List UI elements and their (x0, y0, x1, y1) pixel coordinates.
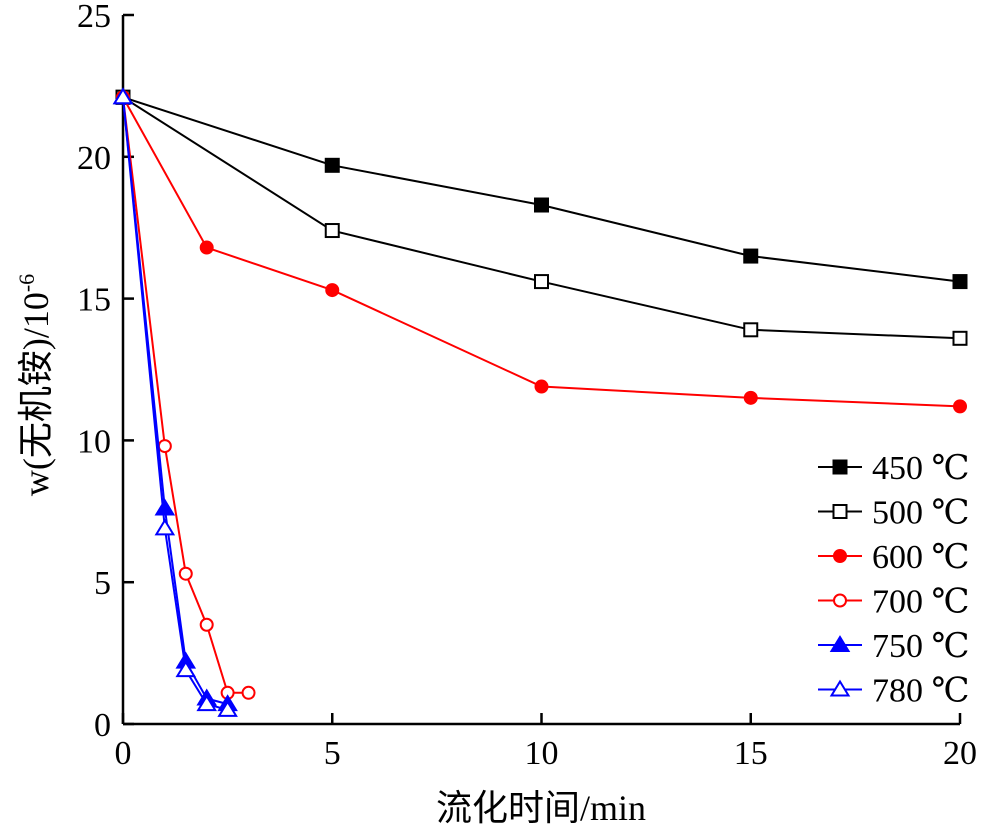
legend-item-3: 700 ℃ (818, 584, 970, 621)
data-point-5-3 (196, 694, 217, 712)
series-line-3 (122, 97, 249, 694)
data-point-2-1 (199, 240, 214, 255)
legend-item-0: 450 ℃ (818, 450, 970, 487)
series-layer (112, 87, 968, 717)
series-line-1 (122, 96, 961, 340)
data-point-0-4 (952, 274, 968, 290)
legend-marker-2 (833, 549, 847, 563)
legend-marker-4 (829, 635, 851, 652)
legend-label-3: 700 ℃ (872, 584, 970, 621)
data-point-3-3 (199, 617, 214, 632)
data-point-1-2 (534, 274, 549, 290)
legend-item-5: 780 ℃ (818, 673, 970, 710)
data-point-2-2 (325, 283, 340, 298)
legend-item-4: 750 ℃ (818, 628, 970, 665)
data-point-2-5 (953, 399, 967, 414)
data-point-0-2 (534, 197, 549, 213)
x-tick-label-20: 20 (943, 735, 977, 772)
data-point-2-3 (534, 379, 549, 394)
series-line-4 (122, 97, 228, 706)
data-point-5-1 (154, 518, 176, 536)
x-tick-label-10: 10 (525, 735, 559, 772)
data-point-1-3 (743, 322, 759, 338)
series-line-2 (122, 96, 961, 408)
series-1 (115, 89, 968, 346)
legend-marker-1 (832, 504, 848, 519)
data-point-4-1 (154, 498, 176, 516)
y-tick-label-15: 15 (77, 282, 111, 319)
data-point-1-4 (952, 330, 968, 346)
x-tick-label-5: 5 (324, 735, 341, 772)
y-tick-label-10: 10 (77, 423, 111, 460)
data-point-5-4 (217, 699, 238, 717)
series-line-5 (122, 97, 228, 711)
data-point-0-3 (743, 248, 759, 264)
x-tick-label-0: 0 (115, 735, 132, 772)
y-tick-label-25: 25 (77, 0, 111, 35)
data-point-0-1 (324, 157, 340, 173)
legend-label-0: 450 ℃ (872, 450, 970, 487)
legend-label-5: 780 ℃ (872, 673, 970, 710)
legend-marker-0 (832, 459, 848, 475)
series-2 (116, 90, 967, 414)
data-point-5-2 (175, 660, 197, 678)
axes: 0 5 10 15 20 0 5 10 15 20 25 (77, 0, 977, 772)
legend-item-1: 500 ℃ (818, 495, 970, 532)
data-point-2-4 (743, 390, 758, 405)
series-3 (116, 90, 256, 700)
legend-marker-5 (829, 679, 851, 697)
y-axis-title-main: w(无机铵)/10 (16, 292, 56, 496)
data-point-3-5 (241, 685, 256, 700)
legend-label-2: 600 ℃ (872, 539, 970, 576)
series-line-0 (122, 96, 961, 283)
legend: 450 ℃ 500 ℃ 600 ℃ 700 ℃ 750 ℃ 780 ℃ (818, 450, 970, 710)
data-point-1-1 (324, 223, 340, 239)
y-axis-title: w(无机铵)/10-6 (14, 274, 56, 496)
legend-label-1: 500 ℃ (872, 495, 970, 532)
x-tick-label-15: 15 (734, 735, 768, 772)
legend-item-2: 600 ℃ (818, 539, 970, 576)
y-tick-label-5: 5 (94, 565, 111, 602)
data-point-3-1 (157, 439, 172, 454)
data-point-5-0 (112, 87, 134, 105)
series-0 (115, 89, 968, 290)
y-tick-label-0: 0 (94, 707, 111, 744)
legend-marker-3 (833, 593, 847, 608)
y-axis-title-sup: -6 (14, 274, 39, 292)
data-point-3-2 (178, 566, 193, 581)
series-5 (112, 87, 238, 717)
y-tick-label-20: 20 (77, 140, 111, 177)
legend-label-4: 750 ℃ (872, 628, 970, 665)
x-axis-title: 流化时间/min (436, 788, 646, 828)
